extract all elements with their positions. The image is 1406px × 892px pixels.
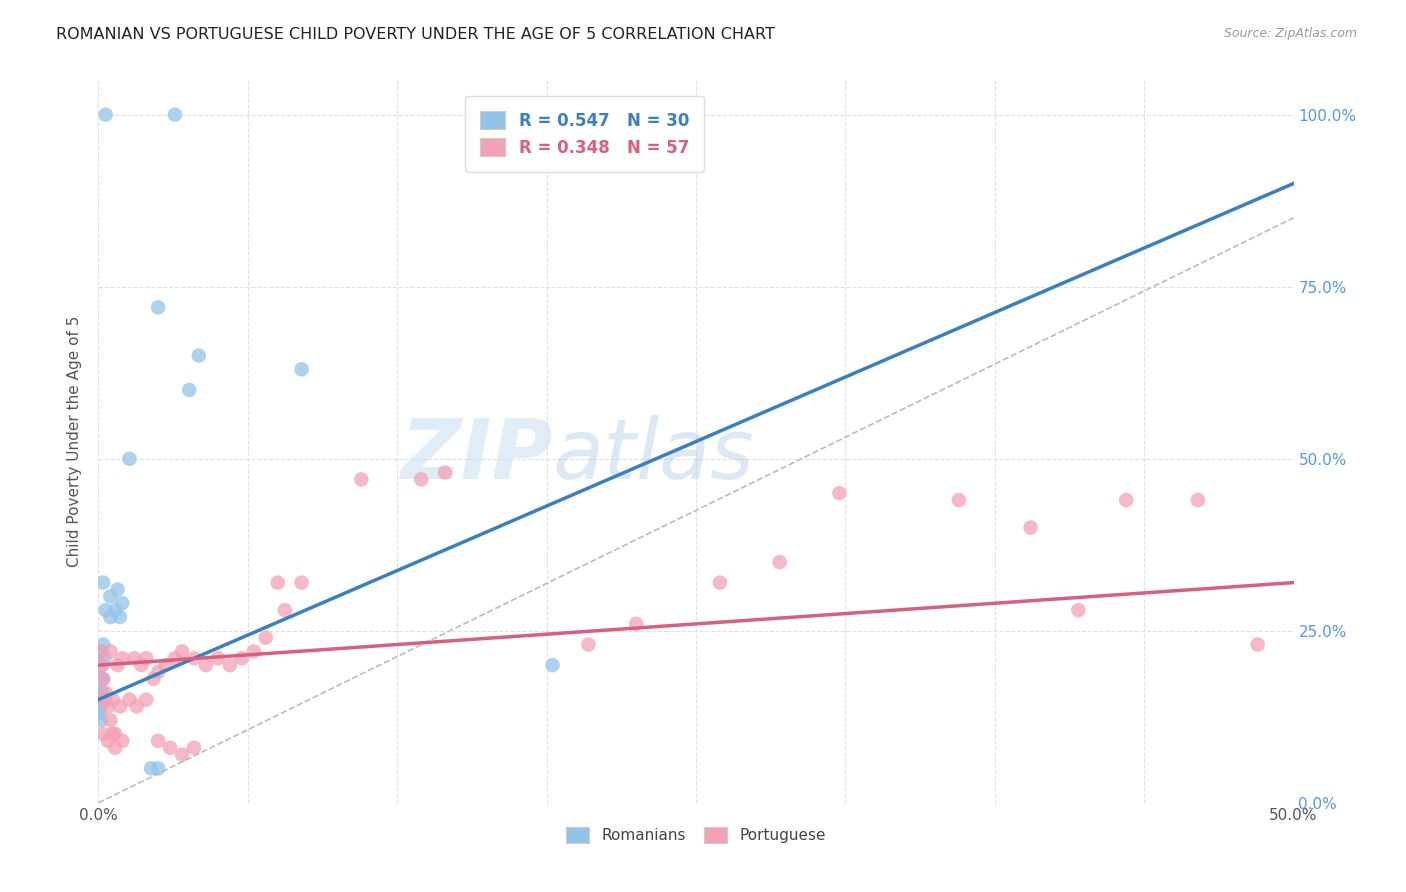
Point (828, 486, 851, 500)
Point (107, 658, 129, 673)
Point (98, 644, 122, 658)
Point (183, 651, 205, 665)
Text: ROMANIAN VS PORTUGUESE CHILD POVERTY UNDER THE AGE OF 5 CORRELATION CHART: ROMANIAN VS PORTUGUESE CHILD POVERTY UND… (56, 27, 775, 42)
Point (291, 362, 314, 376)
Point (769, 555, 792, 569)
Point (411, 472, 433, 486)
Point (94, 603, 117, 617)
Point (148, 734, 170, 748)
Point (142, 672, 165, 686)
Point (626, 616, 648, 631)
Point (89, 692, 111, 706)
Point (94, 692, 117, 706)
Point (1067, 603, 1090, 617)
Point (91, 638, 114, 652)
Point (148, 761, 170, 775)
Point (91, 672, 114, 686)
Point (104, 740, 127, 755)
Point (163, 108, 186, 122)
Point (90, 672, 112, 686)
Point (118, 451, 141, 466)
Point (89, 706, 111, 721)
Point (131, 658, 153, 673)
Point (94, 108, 117, 122)
Legend: Romanians, Portuguese: Romanians, Portuguese (560, 821, 832, 849)
Point (104, 603, 127, 617)
Point (135, 651, 157, 665)
Text: ZIP: ZIP (399, 416, 553, 497)
Point (107, 582, 129, 597)
Point (155, 658, 177, 673)
Point (98, 610, 122, 624)
Point (350, 472, 373, 486)
Point (1187, 493, 1209, 508)
Point (219, 658, 242, 673)
Point (267, 575, 290, 590)
Text: Source: ZipAtlas.com: Source: ZipAtlas.com (1223, 27, 1357, 40)
Y-axis label: Child Poverty Under the Age of 5: Child Poverty Under the Age of 5 (67, 316, 83, 567)
Point (243, 644, 266, 658)
Point (90, 644, 112, 658)
Point (139, 761, 162, 775)
Point (101, 727, 124, 741)
Point (434, 466, 457, 480)
Point (90, 644, 112, 658)
Point (91, 727, 114, 741)
Point (1019, 520, 1042, 534)
Point (93, 651, 115, 665)
Point (172, 644, 194, 658)
Point (148, 665, 170, 679)
Point (111, 651, 134, 665)
Point (1247, 638, 1270, 652)
Point (104, 727, 127, 741)
Point (179, 383, 201, 397)
Point (541, 658, 564, 673)
Point (118, 692, 141, 706)
Point (125, 699, 148, 714)
Point (159, 740, 181, 755)
Point (578, 638, 600, 652)
Point (108, 699, 131, 714)
Point (90, 686, 112, 700)
Point (172, 747, 194, 762)
Point (101, 692, 124, 706)
Text: atlas: atlas (553, 416, 754, 497)
Point (1115, 493, 1137, 508)
Point (291, 575, 314, 590)
Point (111, 734, 134, 748)
Point (91, 672, 114, 686)
Point (90, 699, 112, 714)
Point (187, 349, 209, 363)
Point (195, 658, 218, 673)
Point (91, 686, 114, 700)
Point (98, 590, 122, 604)
Point (254, 631, 277, 645)
Point (709, 575, 731, 590)
Point (108, 610, 131, 624)
Point (207, 651, 229, 665)
Point (148, 301, 170, 315)
Point (111, 596, 134, 610)
Point (948, 493, 970, 508)
Point (91, 658, 114, 673)
Point (183, 740, 205, 755)
Point (94, 686, 117, 700)
Point (135, 692, 157, 706)
Point (91, 575, 114, 590)
Point (124, 651, 146, 665)
Point (231, 651, 253, 665)
Point (98, 713, 122, 727)
Point (274, 603, 297, 617)
Point (90, 713, 112, 727)
Point (97, 699, 120, 714)
Point (163, 651, 186, 665)
Point (97, 734, 120, 748)
Point (91, 658, 114, 673)
